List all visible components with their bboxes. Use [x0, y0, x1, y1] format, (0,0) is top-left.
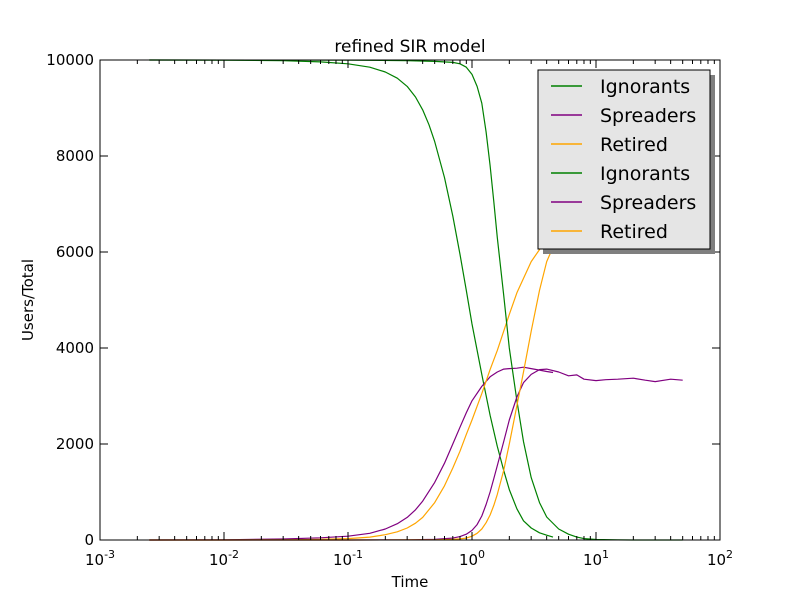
series-line-retired-3 [149, 239, 548, 541]
x-tick-label: 10-2 [209, 548, 239, 569]
y-tick-label: 10000 [46, 51, 94, 69]
x-axis-label: Time [391, 573, 429, 591]
series-line-spreaders-5 [149, 368, 683, 541]
y-tick-label: 8000 [56, 147, 94, 165]
series-layer [149, 59, 683, 541]
legend-label-ignorants: Ignorants [600, 76, 690, 98]
series-line-spreaders-2 [149, 366, 554, 541]
legend-label-ignorants: Ignorants [600, 163, 690, 185]
y-tick-label: 2000 [56, 435, 94, 453]
series-line-ignorants-4 [149, 59, 683, 541]
y-tick-label: 6000 [56, 243, 94, 261]
ticks-layer: 10-3 10-2 10-1 100 101 102 0 2000 4000 6000 8000 10… [46, 51, 733, 569]
legend: Ignorants Spreaders Retired Ignorants Spread… [537, 69, 715, 254]
legend-label-retired: Retired [600, 221, 668, 243]
series-line-ignorants-1 [149, 59, 554, 538]
chart-title: refined SIR model [334, 37, 485, 57]
y-tick-label: 4000 [56, 339, 94, 357]
x-tick-label: 10-3 [85, 548, 115, 569]
x-tick-label: 10-1 [333, 548, 363, 569]
legend-label-retired: Retired [600, 134, 668, 156]
x-tick-label: 102 [707, 548, 733, 569]
legend-label-spreaders: Spreaders [600, 105, 696, 127]
x-tick-label: 100 [459, 548, 485, 569]
legend-box [537, 69, 711, 250]
y-axis-label: Users/Total [19, 259, 37, 341]
x-tick-label: 101 [583, 548, 609, 569]
legend-label-spreaders: Spreaders [600, 192, 696, 214]
y-tick-label: 0 [84, 531, 94, 549]
plot-frame [99, 59, 721, 541]
